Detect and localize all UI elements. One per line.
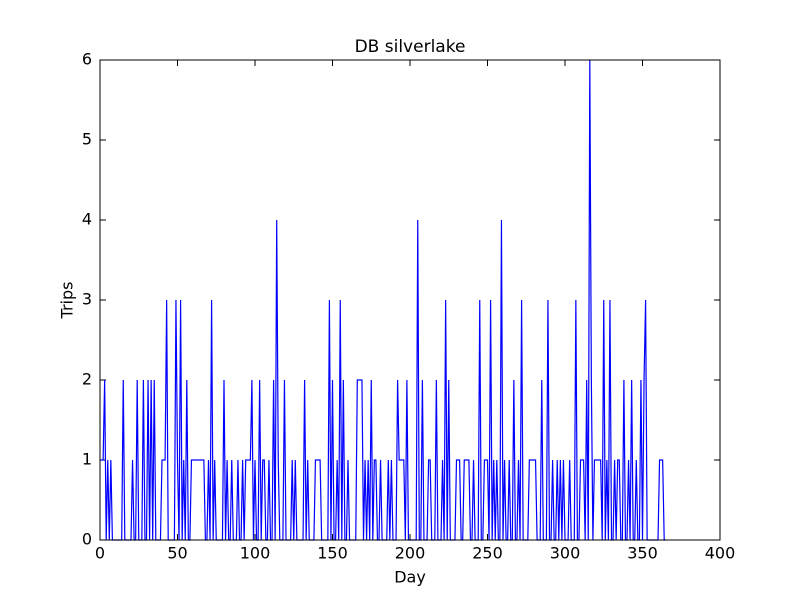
y-tick-label: 6 (82, 50, 92, 69)
x-tick-label: 350 (627, 544, 658, 563)
y-tick-label: 3 (82, 290, 92, 309)
chart-title: DB silverlake (355, 37, 466, 57)
y-tick-label: 2 (82, 370, 92, 389)
x-tick-label: 400 (705, 544, 736, 563)
y-tick-label: 4 (82, 210, 92, 229)
y-tick-label: 5 (82, 130, 92, 149)
x-tick-label: 50 (167, 544, 187, 563)
y-tick-label: 1 (82, 450, 92, 469)
x-tick-label: 0 (95, 544, 105, 563)
x-tick-label: 250 (472, 544, 503, 563)
x-tick-label: 150 (317, 544, 348, 563)
y-tick-label: 0 (82, 530, 92, 549)
x-axis-label: Day (394, 568, 426, 587)
plot-frame (99, 59, 721, 541)
x-tick-label: 200 (395, 544, 426, 563)
x-tick-label: 100 (240, 544, 271, 563)
y-axis-label: Trips (58, 282, 77, 320)
x-tick-label: 300 (550, 544, 581, 563)
